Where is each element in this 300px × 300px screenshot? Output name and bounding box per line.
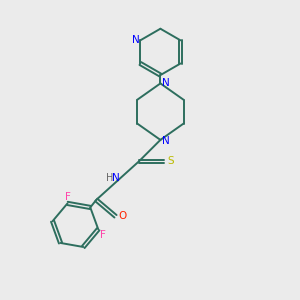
Text: F: F	[64, 192, 70, 202]
Text: F: F	[100, 230, 106, 240]
Text: N: N	[132, 35, 140, 45]
Text: N: N	[162, 77, 169, 88]
Text: O: O	[118, 211, 126, 221]
Text: N: N	[112, 172, 119, 183]
Text: N: N	[162, 136, 169, 146]
Text: H: H	[106, 172, 113, 183]
Text: S: S	[167, 156, 174, 166]
